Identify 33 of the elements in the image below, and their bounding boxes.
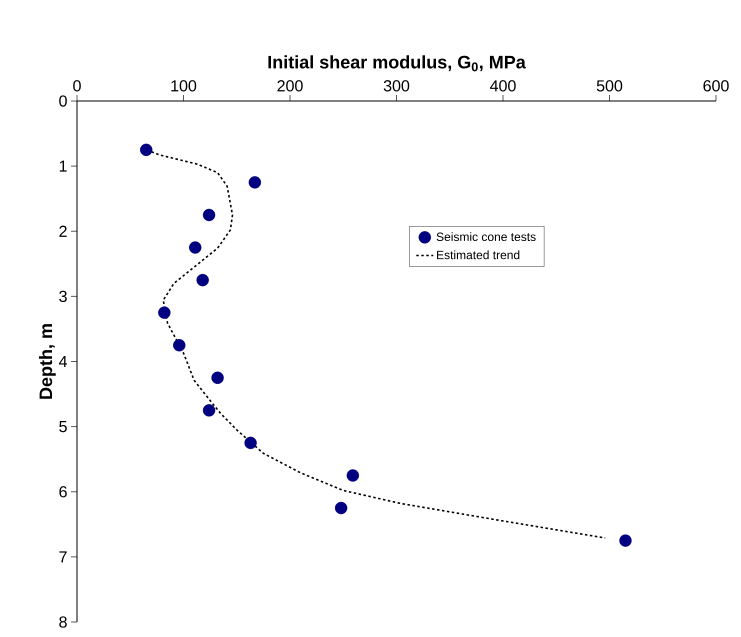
y-tick-label: 1 bbox=[60, 160, 67, 172]
point bbox=[334, 502, 348, 514]
point bbox=[202, 208, 216, 222]
point bbox=[140, 144, 152, 156]
y-axis-title: Depth, m bbox=[38, 324, 56, 399]
y-tick-label: 3 bbox=[59, 290, 67, 302]
point bbox=[211, 372, 224, 384]
point bbox=[196, 274, 209, 286]
y-tick-label: 8 bbox=[59, 616, 67, 628]
x-tick-label: 400 bbox=[490, 80, 516, 92]
point bbox=[244, 436, 257, 450]
point bbox=[189, 241, 202, 254]
x-axis-title: Initial shear modulus, G$_{0}$, MPa bbox=[268, 55, 526, 72]
point bbox=[248, 176, 262, 189]
x-tick-label: 500 bbox=[596, 80, 622, 92]
y-tick-label: 5 bbox=[59, 421, 67, 432]
x-tick-label: 600 bbox=[703, 80, 729, 92]
point bbox=[173, 339, 186, 352]
legend-label: Estimated trend bbox=[437, 250, 520, 260]
point bbox=[158, 306, 171, 319]
point bbox=[346, 469, 360, 482]
x-tick-label: 200 bbox=[277, 80, 303, 92]
y-tick-label: 2 bbox=[59, 226, 67, 237]
legend-label: Seismic cone tests bbox=[436, 232, 536, 242]
y-tick-label: 6 bbox=[59, 486, 67, 498]
point bbox=[619, 534, 632, 547]
y-tick-label: 7 bbox=[59, 551, 67, 562]
x-tick-label: 0 bbox=[73, 80, 81, 92]
y-tick-label: 4 bbox=[58, 356, 68, 368]
x-tick-label: 100 bbox=[171, 80, 196, 92]
point bbox=[202, 404, 216, 417]
x-tick-label: 300 bbox=[384, 80, 410, 92]
y-tick-label: 0 bbox=[59, 95, 67, 107]
